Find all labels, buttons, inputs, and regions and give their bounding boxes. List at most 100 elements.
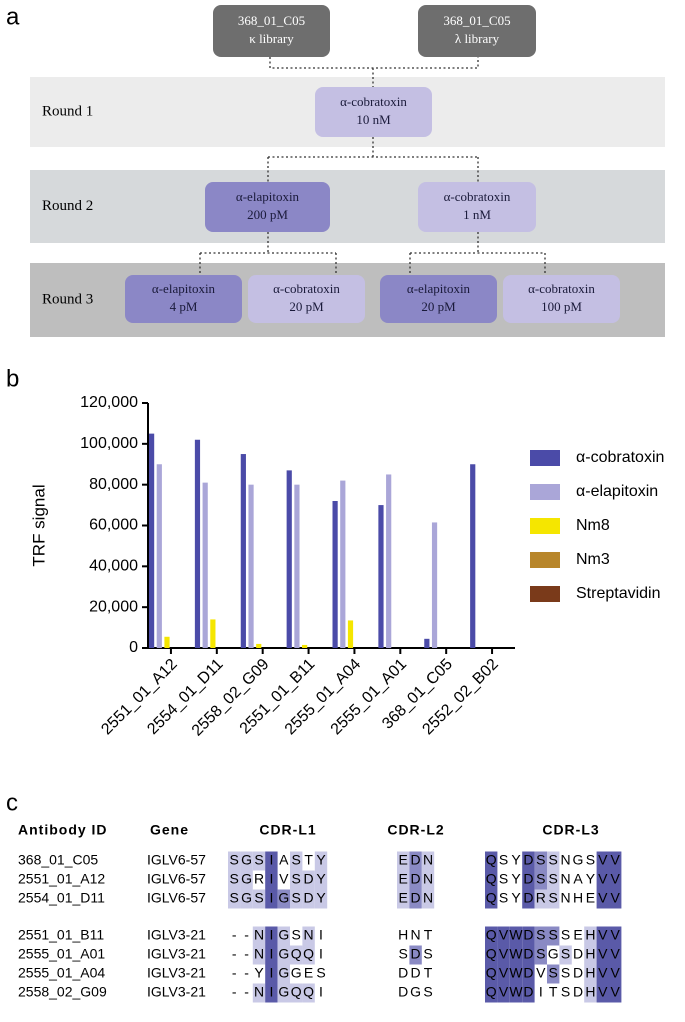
residue: H — [585, 965, 595, 981]
residue: D — [523, 965, 533, 981]
node-text: 368_01_C05 — [443, 13, 510, 28]
residue-shade — [265, 926, 278, 946]
residue: D — [523, 871, 533, 887]
residue: V — [598, 965, 608, 981]
residue-shade — [252, 945, 266, 965]
residue: D — [411, 871, 421, 887]
residue: Y — [511, 890, 521, 906]
residue: V — [499, 965, 509, 981]
residue: N — [254, 984, 264, 1000]
residue: D — [523, 927, 533, 943]
residue: Q — [486, 965, 497, 981]
residue: Q — [486, 871, 497, 887]
legend-swatch — [530, 484, 560, 500]
residue-shade — [497, 983, 510, 1003]
residue: I — [269, 946, 273, 962]
node-text: 20 pM — [289, 299, 324, 314]
residue: V — [499, 946, 509, 962]
round-band — [30, 170, 665, 243]
node-text: 368_01_C05 — [238, 13, 305, 28]
residue: S — [536, 852, 545, 868]
residue-shade — [290, 889, 303, 909]
residue-shade — [252, 851, 266, 871]
residue: S — [561, 946, 570, 962]
residue-shade — [302, 983, 315, 1003]
residue: D — [523, 946, 533, 962]
residue: G — [241, 890, 252, 906]
node-box — [418, 5, 536, 57]
residue: S — [586, 852, 595, 868]
residue-shade — [277, 926, 290, 946]
y-tick-label: 120,000 — [80, 394, 138, 411]
residue: V — [598, 871, 608, 887]
residue-shade — [302, 889, 315, 909]
residue-shade — [547, 889, 560, 909]
panel-label: b — [6, 365, 19, 392]
residue-shade — [485, 870, 498, 890]
bar — [248, 484, 254, 648]
residue-shade — [265, 870, 278, 890]
residue-shade — [509, 983, 523, 1003]
residue: - — [232, 927, 237, 943]
residue-shade — [509, 945, 523, 965]
residue: S — [499, 871, 508, 887]
bar — [302, 644, 308, 648]
bar — [156, 464, 162, 648]
node-text: 200 pM — [247, 207, 288, 222]
residue: N — [423, 871, 433, 887]
residue: I — [269, 852, 273, 868]
residue-shade — [409, 870, 422, 890]
gene: IGLV3-21 — [147, 965, 206, 981]
residue-shade — [265, 964, 278, 984]
residue-shade — [252, 926, 266, 946]
gene: IGLV6-57 — [147, 871, 206, 887]
residue-shade — [534, 926, 547, 946]
residue: Y — [254, 965, 264, 981]
residue: Y — [511, 852, 521, 868]
y-tick-label: 20,000 — [89, 598, 138, 615]
residue-shade — [265, 851, 278, 871]
residue: Y — [316, 890, 326, 906]
column-header: Gene — [150, 822, 189, 838]
bar — [164, 636, 170, 648]
residue: - — [244, 946, 249, 962]
node-text: 100 pM — [541, 299, 582, 314]
residue-shade — [596, 983, 609, 1003]
residue-shade — [290, 945, 303, 965]
residue: H — [398, 927, 408, 943]
residue: S — [292, 890, 301, 906]
residue-shade — [509, 926, 523, 946]
residue: V — [611, 984, 621, 1000]
y-tick-label: 0 — [129, 639, 138, 656]
residue: G — [573, 852, 584, 868]
residue-shade — [584, 945, 597, 965]
antibody-id: 2554_01_D11 — [18, 890, 105, 906]
residue-shade — [547, 926, 560, 946]
residue: N — [411, 927, 421, 943]
gene: IGLV3-21 — [147, 927, 206, 943]
node-text: κ library — [249, 31, 294, 46]
residue: S — [292, 852, 301, 868]
residue-shade — [240, 870, 253, 890]
residue-shade — [596, 851, 609, 871]
residue-shade — [522, 945, 535, 965]
residue: Q — [486, 852, 497, 868]
residue: S — [254, 890, 263, 906]
residue: G — [291, 965, 302, 981]
residue: S — [549, 965, 558, 981]
node-box — [503, 275, 620, 323]
residue-shade — [240, 889, 253, 909]
residue-shade — [228, 889, 241, 909]
residue: S — [561, 984, 570, 1000]
residue-shade — [522, 964, 535, 984]
residue: V — [611, 927, 621, 943]
residue-shade — [596, 889, 609, 909]
gene: IGLV3-21 — [147, 984, 206, 1000]
y-tick-label: 40,000 — [89, 558, 138, 575]
residue: D — [304, 871, 314, 887]
residue: N — [304, 927, 314, 943]
residue: S — [399, 946, 408, 962]
residue: D — [573, 965, 583, 981]
residue: G — [278, 965, 289, 981]
residue: V — [611, 946, 621, 962]
